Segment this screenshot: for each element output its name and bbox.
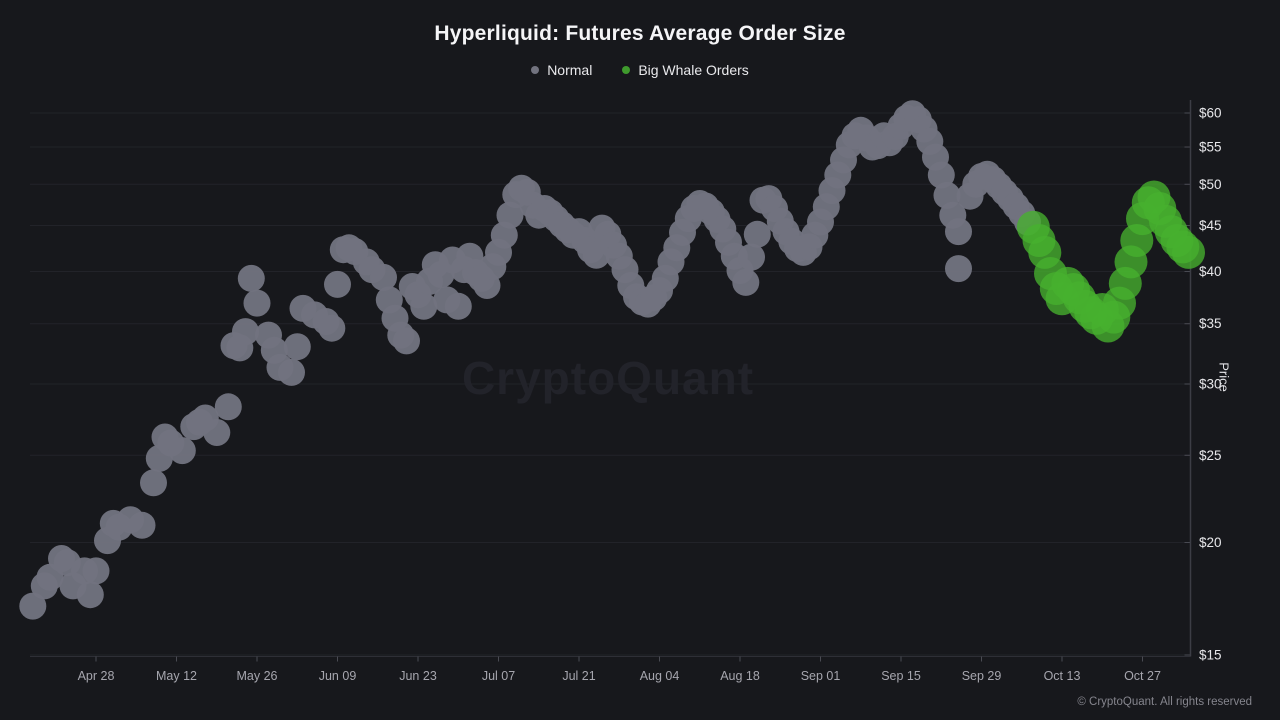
y-tick-label: $55 — [1199, 140, 1222, 155]
scatter-dot[interactable] — [370, 263, 397, 291]
x-tick-label: Aug 04 — [640, 669, 680, 683]
x-tick-label: Sep 29 — [962, 669, 1002, 683]
scatter-dot[interactable] — [82, 557, 110, 585]
scatter-dot[interactable] — [76, 581, 104, 609]
scatter-dot[interactable] — [410, 292, 438, 320]
x-tick-label: Oct 27 — [1124, 669, 1161, 683]
scatter-dot[interactable] — [243, 289, 271, 317]
legend: Normal Big Whale Orders — [0, 62, 1280, 78]
scatter-dot[interactable] — [738, 243, 765, 271]
y-tick-label: $50 — [1199, 177, 1222, 192]
scatter-dot[interactable] — [945, 255, 972, 283]
scatter-dot[interactable] — [128, 511, 156, 539]
y-tick-label: $45 — [1199, 218, 1222, 233]
scatter-dot[interactable] — [496, 201, 524, 229]
scatter-dot[interactable] — [168, 437, 196, 465]
legend-item-big-whale-orders[interactable]: Big Whale Orders — [622, 62, 749, 78]
y-tick-label: $15 — [1199, 648, 1222, 663]
y-tick-label: $35 — [1199, 316, 1222, 331]
x-tick-label: May 26 — [237, 669, 278, 683]
legend-label-big-whale-orders: Big Whale Orders — [638, 62, 749, 78]
legend-marker-whale-icon — [622, 66, 631, 74]
scatter-dot[interactable] — [732, 268, 760, 296]
y-tick-label: $40 — [1199, 264, 1222, 279]
x-tick-label: Apr 28 — [78, 669, 115, 683]
scatter-dot[interactable] — [1172, 235, 1205, 269]
scatter-dot[interactable] — [19, 592, 47, 620]
x-tick-label: May 12 — [156, 669, 197, 683]
scatter-dot[interactable] — [945, 218, 972, 246]
series-normal — [19, 100, 1041, 620]
x-tick-label: Jul 07 — [482, 669, 515, 683]
scatter-dot[interactable] — [324, 270, 351, 298]
scatter-dot[interactable] — [278, 358, 305, 386]
legend-label-normal: Normal — [547, 62, 593, 78]
copyright-footer: © CryptoQuant. All rights reserved — [1077, 696, 1252, 708]
y-tick-label: $20 — [1199, 535, 1222, 550]
x-tick-label: Sep 01 — [801, 669, 841, 683]
scatter-dot[interactable] — [927, 161, 955, 189]
y-tick-label: $30 — [1199, 377, 1222, 392]
legend-item-normal[interactable]: Normal — [531, 62, 592, 78]
x-tick-label: Jun 23 — [399, 669, 437, 683]
scatter-dot[interactable] — [140, 469, 167, 497]
scatter-dot[interactable] — [393, 327, 420, 355]
series-big-whale-orders — [1016, 180, 1205, 343]
legend-marker-normal-icon — [531, 66, 540, 74]
scatter-dot[interactable] — [444, 292, 472, 320]
y-tick-label: $60 — [1199, 106, 1222, 121]
scatter-dot[interactable] — [214, 393, 242, 421]
scatter-dot[interactable] — [318, 314, 346, 342]
x-tick-label: Oct 13 — [1044, 669, 1081, 683]
cryptoquant-watermark: CryptoQuant — [461, 352, 755, 404]
x-tick-label: Jul 21 — [562, 669, 595, 683]
x-tick-label: Jun 09 — [319, 669, 357, 683]
scatter-dot[interactable] — [743, 220, 771, 248]
scatter-dot[interactable] — [232, 318, 259, 346]
x-tick-label: Sep 15 — [881, 669, 921, 683]
scatter-dot[interactable] — [237, 264, 265, 292]
scatter-dot[interactable] — [283, 333, 311, 361]
chart-title: Hyperliquid: Futures Average Order Size — [434, 22, 846, 45]
y-tick-label: $25 — [1199, 448, 1222, 463]
scatter-dot[interactable] — [203, 419, 231, 446]
x-tick-label: Aug 18 — [720, 669, 760, 683]
y-axis-title: Price — [1216, 362, 1232, 392]
